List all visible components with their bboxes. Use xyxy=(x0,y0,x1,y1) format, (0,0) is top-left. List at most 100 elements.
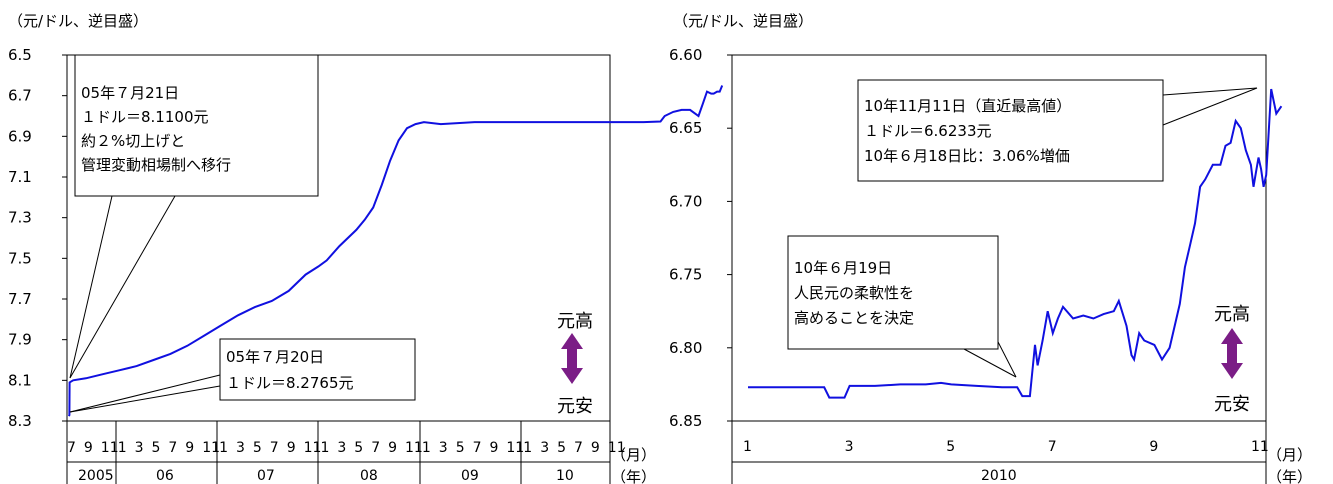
left-annotation-revaluation: 05年７月21日 １ドル＝8.1100元 約２%切上げと 管理変動相場制へ移行 xyxy=(69,54,319,379)
x-tick-label: 3 xyxy=(439,440,448,456)
callout-leader xyxy=(1162,87,1258,96)
y-tick-label: 6.75 xyxy=(669,266,702,284)
y-tick-label: 8.3 xyxy=(8,412,32,430)
y-tick-label: 7.7 xyxy=(8,290,32,308)
x-tick-label: 1 xyxy=(219,440,228,456)
right-chart: （元/ドル、逆目盛） 6.60 6.65 6.70 6.75 6.80 6.85 1 3 5 7… xyxy=(669,12,1312,484)
callout-line: 10年11月11日（直近最高値） xyxy=(864,97,1071,115)
x-tick-label: 9 xyxy=(84,440,93,456)
x-tick-label: 7 xyxy=(168,440,177,456)
callout-line: 05年７月20日 xyxy=(226,348,324,366)
callout-leader xyxy=(963,348,1017,378)
arrow-label-down: 元安 xyxy=(557,396,593,417)
y-tick-label: 7.3 xyxy=(8,209,32,227)
x-tick-label: 1 xyxy=(118,440,127,456)
x-tick-label: 7 xyxy=(473,440,482,456)
callout-leader xyxy=(69,195,176,379)
y-tick-label: 6.5 xyxy=(8,46,32,64)
x-tick-label: 1 xyxy=(523,440,532,456)
left-year-label: 07 xyxy=(257,468,275,484)
y-tick-label: 7.9 xyxy=(8,331,32,349)
x-tick-label: 11 xyxy=(506,440,524,456)
callout-line: １ドル＝6.6233元 xyxy=(864,122,992,140)
y-tick-label: 6.60 xyxy=(669,46,702,64)
y-tick-label: 6.70 xyxy=(669,192,702,210)
y-tick-label: 7.1 xyxy=(8,168,32,186)
x-tick-label: 9 xyxy=(185,440,194,456)
left-plot-frame xyxy=(66,54,611,422)
left-y-axis-title: （元/ドル、逆目盛） xyxy=(8,12,148,30)
left-x-unit-year: （年） xyxy=(611,468,656,484)
left-x-month-labels: 7 9 11 1 3 5 7 9 11 1 3 5 7 9 11 1 3 5 7 9 11 1 3 5 7 9 11 1 3 5 7 9 11 xyxy=(67,440,626,456)
x-tick-label: 5 xyxy=(354,440,363,456)
x-tick-label: 3 xyxy=(236,440,245,456)
y-tick-label: 8.1 xyxy=(8,371,32,389)
right-series-line xyxy=(748,88,1283,399)
x-tick-label: 3 xyxy=(540,440,549,456)
callout-line: 05年７月21日 xyxy=(81,84,179,102)
x-tick-label: 1 xyxy=(422,440,431,456)
x-tick-label: 5 xyxy=(253,440,262,456)
x-tick-label: 7 xyxy=(1048,439,1057,455)
x-tick-label: 5 xyxy=(946,439,955,455)
left-y-tick-marks xyxy=(62,54,67,422)
arrow-label-up: 元高 xyxy=(557,311,593,332)
callout-box xyxy=(219,338,416,401)
left-year-label: 08 xyxy=(360,468,378,484)
arrow-label-up: 元高 xyxy=(1214,304,1250,325)
left-year-label: 2005 xyxy=(78,468,114,484)
callout-box xyxy=(74,54,319,197)
right-year-label: 2010 xyxy=(981,468,1017,484)
right-x-unit-month: （月） xyxy=(1267,446,1312,464)
right-direction-arrow: 元高 元安 xyxy=(1214,304,1250,415)
right-y-axis-title: （元/ドル、逆目盛） xyxy=(673,12,813,30)
x-tick-label: 7 xyxy=(270,440,279,456)
callout-leader xyxy=(69,385,221,413)
x-tick-label: 5 xyxy=(557,440,566,456)
callout-leader xyxy=(1162,87,1258,126)
x-tick-label: 1 xyxy=(743,439,752,455)
right-annotation-flexibility: 10年６月19日 人民元の柔軟性を 高めることを決定 xyxy=(787,235,1017,378)
x-tick-label: 9 xyxy=(1149,439,1158,455)
callout-box xyxy=(787,235,999,350)
x-tick-label: 11 xyxy=(304,440,322,456)
y-tick-label: 6.80 xyxy=(669,339,702,357)
y-tick-label: 6.65 xyxy=(669,119,702,137)
right-x-unit-year: （年） xyxy=(1267,468,1312,484)
y-tick-label: 6.9 xyxy=(8,127,32,145)
left-chart: （元/ドル、逆目盛） 6.5 6.7 6.9 7.1 7.3 7.5 7.7 7.9 8.1 8.… xyxy=(8,12,724,484)
callout-line: 10年６月18日比：3.06%増価 xyxy=(864,147,1070,165)
x-tick-label: 11 xyxy=(405,440,423,456)
x-tick-label: 11 xyxy=(202,440,220,456)
left-x-unit-month: （月） xyxy=(611,446,656,464)
x-tick-label: 11 xyxy=(1251,439,1269,455)
right-y-tick-labels: 6.60 6.65 6.70 6.75 6.80 6.85 xyxy=(669,46,702,430)
left-annotation-pre-reform: 05年７月20日 １ドル＝8.2765元 xyxy=(69,338,416,413)
callout-line: 管理変動相場制へ移行 xyxy=(81,156,231,174)
callout-line: 約２%切上げと xyxy=(81,132,185,150)
x-tick-label: 9 xyxy=(490,440,499,456)
left-y-tick-labels: 6.5 6.7 6.9 7.1 7.3 7.5 7.7 7.9 8.1 8.3 xyxy=(8,46,32,430)
y-tick-label: 6.85 xyxy=(669,412,702,430)
x-tick-label: 5 xyxy=(456,440,465,456)
x-tick-label: 3 xyxy=(337,440,346,456)
x-tick-label: 9 xyxy=(287,440,296,456)
left-year-label: 10 xyxy=(556,468,574,484)
x-tick-label: 11 xyxy=(608,440,626,456)
x-tick-label: 1 xyxy=(321,440,330,456)
y-tick-label: 6.7 xyxy=(8,87,32,105)
left-direction-arrow: 元高 元安 xyxy=(557,311,593,417)
left-year-label: 06 xyxy=(156,468,174,484)
x-tick-label: 3 xyxy=(135,440,144,456)
right-y-tick-marks xyxy=(727,54,732,422)
callout-leader xyxy=(69,195,113,379)
double-arrow-icon xyxy=(561,333,583,384)
x-tick-label: 9 xyxy=(388,440,397,456)
x-tick-label: 3 xyxy=(845,439,854,455)
left-year-label: 09 xyxy=(461,468,479,484)
callout-line: １ドル＝8.1100元 xyxy=(81,108,209,126)
left-series-line xyxy=(68,85,724,417)
callout-line: 人民元の柔軟性を xyxy=(794,284,914,302)
callout-box xyxy=(857,79,1164,182)
